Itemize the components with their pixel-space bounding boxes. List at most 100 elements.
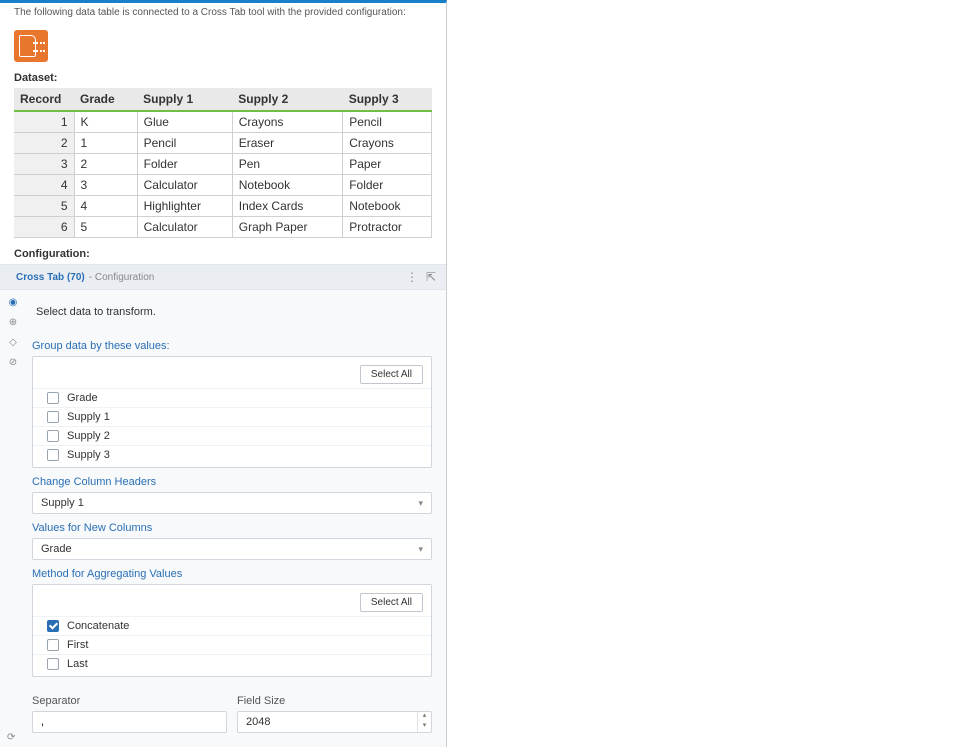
table-cell: Pen — [232, 154, 342, 175]
checkbox-icon[interactable] — [47, 658, 59, 670]
table-cell: 2 — [14, 133, 74, 154]
table-cell: 1 — [14, 111, 74, 133]
table-cell: Folder — [343, 175, 432, 196]
agg-option-row[interactable]: First — [33, 635, 431, 654]
separator-input[interactable] — [32, 711, 227, 733]
stepper-down-icon[interactable]: ▾ — [418, 722, 431, 732]
configuration-label: Configuration: — [0, 244, 446, 264]
group-option-row[interactable]: Supply 1 — [33, 407, 431, 426]
checkbox-icon[interactable] — [47, 449, 59, 461]
values-label: Values for New Columns — [32, 522, 432, 534]
table-cell: Folder — [137, 154, 232, 175]
table-cell: Eraser — [232, 133, 342, 154]
table-cell: Paper — [343, 154, 432, 175]
group-option-row[interactable]: Grade — [33, 388, 431, 407]
agg-box: Select All Concatenate First Last — [32, 584, 432, 677]
table-header: Supply 1 — [137, 88, 232, 111]
group-option-label: Supply 3 — [67, 449, 110, 461]
dataset-label: Dataset: — [0, 68, 446, 88]
table-cell: Crayons — [343, 133, 432, 154]
page-container: The following data table is connected to… — [0, 0, 447, 747]
intro-text: The following data table is connected to… — [0, 3, 446, 26]
config-panel: Cross Tab (70) - Configuration ⋮ ⇱ ◉ ⊕ ◇… — [0, 264, 446, 747]
rail-tag-icon[interactable]: ◇ — [8, 338, 18, 348]
table-row: 32FolderPenPaper — [14, 154, 432, 175]
group-option-row[interactable]: Supply 3 — [33, 445, 431, 467]
group-option-label: Supply 2 — [67, 430, 110, 442]
table-cell: 5 — [74, 217, 137, 238]
rail-nav-icon[interactable]: ⊕ — [8, 318, 18, 328]
table-cell: 5 — [14, 196, 74, 217]
group-by-box: Select All Grade Supply 1 Supply 2 Supply 3 — [32, 356, 432, 468]
table-cell: Protractor — [343, 217, 432, 238]
agg-option-row[interactable]: Last — [33, 654, 431, 676]
table-cell: Notebook — [343, 196, 432, 217]
table-row: 43CalculatorNotebookFolder — [14, 175, 432, 196]
fieldsize-stepper[interactable]: 2048 ▴ ▾ — [237, 711, 432, 733]
chevron-down-icon: ▾ — [418, 498, 423, 509]
rail-help-icon[interactable]: ⊘ — [8, 358, 18, 368]
stepper-up-icon[interactable]: ▴ — [418, 712, 431, 722]
table-header: Grade — [74, 88, 137, 111]
group-option-label: Grade — [67, 392, 98, 404]
table-cell: Glue — [137, 111, 232, 133]
checkbox-icon[interactable] — [47, 392, 59, 404]
config-title: Cross Tab (70) — [16, 272, 85, 283]
table-header: Record — [14, 88, 74, 111]
checkbox-icon[interactable] — [47, 620, 59, 632]
pin-icon[interactable]: ⇱ — [426, 270, 436, 284]
change-headers-select[interactable]: Supply 1 ▾ — [32, 492, 432, 514]
table-row: 21PencilEraserCrayons — [14, 133, 432, 154]
config-main: Select data to transform. Group data by … — [26, 290, 446, 747]
table-cell: Crayons — [232, 111, 342, 133]
fieldsize-value: 2048 — [238, 712, 417, 732]
change-headers-value: Supply 1 — [41, 497, 84, 509]
table-cell: 2 — [74, 154, 137, 175]
table-cell: Notebook — [232, 175, 342, 196]
change-headers-label: Change Column Headers — [32, 476, 432, 488]
table-cell: 4 — [74, 196, 137, 217]
agg-option-label: Last — [67, 658, 88, 670]
table-header: Supply 2 — [232, 88, 342, 111]
table-cell: Pencil — [343, 111, 432, 133]
agg-select-all-button[interactable]: Select All — [360, 593, 423, 612]
table-cell: Graph Paper — [232, 217, 342, 238]
agg-option-row[interactable]: Concatenate — [33, 616, 431, 635]
group-option-row[interactable]: Supply 2 — [33, 426, 431, 445]
checkbox-icon[interactable] — [47, 639, 59, 651]
table-header: Supply 3 — [343, 88, 432, 111]
config-header: Cross Tab (70) - Configuration ⋮ ⇱ — [0, 265, 446, 290]
table-cell: K — [74, 111, 137, 133]
agg-option-label: First — [67, 639, 88, 651]
checkbox-icon[interactable] — [47, 411, 59, 423]
table-row: 1KGlueCrayonsPencil — [14, 111, 432, 133]
config-subtitle: - Configuration — [89, 272, 155, 283]
agg-label: Method for Aggregating Values — [32, 568, 432, 580]
checkbox-icon[interactable] — [47, 430, 59, 442]
config-rail: ◉ ⊕ ◇ ⊘ — [0, 290, 26, 747]
table-cell: 3 — [74, 175, 137, 196]
fieldsize-label: Field Size — [237, 695, 432, 707]
table-cell: Calculator — [137, 217, 232, 238]
chevron-down-icon: ▾ — [418, 544, 423, 555]
table-row: 65CalculatorGraph PaperProtractor — [14, 217, 432, 238]
table-cell: Calculator — [137, 175, 232, 196]
help-text: Select data to transform. — [32, 298, 432, 332]
rail-refresh-icon[interactable]: ⟳ — [7, 732, 15, 743]
values-select[interactable]: Grade ▾ — [32, 538, 432, 560]
separator-label: Separator — [32, 695, 227, 707]
values-value: Grade — [41, 543, 72, 555]
table-cell: Highlighter — [137, 196, 232, 217]
table-cell: 1 — [74, 133, 137, 154]
group-select-all-button[interactable]: Select All — [360, 365, 423, 384]
agg-option-label: Concatenate — [67, 620, 129, 632]
cross-tab-tool-icon — [14, 30, 48, 62]
table-cell: 6 — [14, 217, 74, 238]
dataset-table: RecordGradeSupply 1Supply 2Supply 3 1KGl… — [14, 88, 432, 238]
rail-config-icon[interactable]: ◉ — [8, 298, 18, 308]
table-cell: Index Cards — [232, 196, 342, 217]
table-cell: Pencil — [137, 133, 232, 154]
group-option-label: Supply 1 — [67, 411, 110, 423]
kebab-icon[interactable]: ⋮ — [406, 270, 418, 284]
table-cell: 3 — [14, 154, 74, 175]
